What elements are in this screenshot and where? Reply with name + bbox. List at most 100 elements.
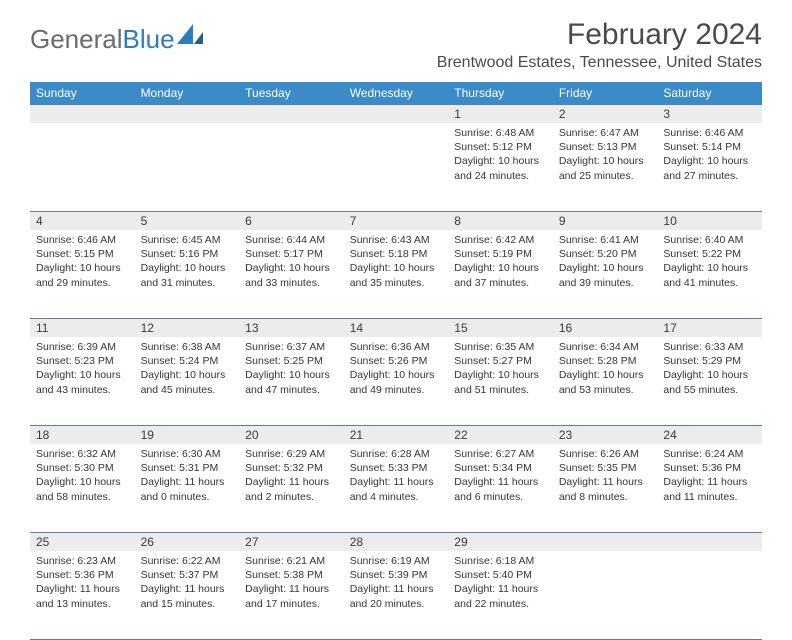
- daylight-text-line1: Daylight: 10 hours: [141, 261, 234, 275]
- calendar-week: 45678910Sunrise: 6:46 AMSunset: 5:15 PMD…: [30, 212, 762, 319]
- brand-text-gray: General: [30, 24, 123, 55]
- day-number: 15: [448, 319, 553, 337]
- day-number: .: [657, 533, 762, 551]
- day-cell: [30, 123, 135, 211]
- day-cell: Sunrise: 6:19 AMSunset: 5:39 PMDaylight:…: [344, 551, 449, 639]
- day-cell: [135, 123, 240, 211]
- day-number: 17: [657, 319, 762, 337]
- sunrise-text: Sunrise: 6:18 AM: [454, 554, 547, 568]
- daylight-text-line1: Daylight: 10 hours: [36, 261, 129, 275]
- day-number-row: 2526272829..: [30, 533, 762, 551]
- daylight-text-line1: Daylight: 11 hours: [245, 475, 338, 489]
- daylight-text-line2: and 0 minutes.: [141, 490, 234, 504]
- daylight-text-line2: and 39 minutes.: [559, 276, 652, 290]
- daylight-text-line2: and 29 minutes.: [36, 276, 129, 290]
- day-number: 1: [448, 105, 553, 123]
- daylight-text-line1: Daylight: 10 hours: [663, 154, 756, 168]
- sunrise-text: Sunrise: 6:35 AM: [454, 340, 547, 354]
- daylight-text-line1: Daylight: 10 hours: [454, 154, 547, 168]
- sunrise-text: Sunrise: 6:40 AM: [663, 233, 756, 247]
- page-header: GeneralBlue February 2024 Brentwood Esta…: [30, 18, 762, 72]
- sunrise-text: Sunrise: 6:44 AM: [245, 233, 338, 247]
- sunrise-text: Sunrise: 6:21 AM: [245, 554, 338, 568]
- day-info-row: Sunrise: 6:48 AMSunset: 5:12 PMDaylight:…: [30, 123, 762, 211]
- daylight-text-line2: and 25 minutes.: [559, 169, 652, 183]
- day-number: 7: [344, 212, 449, 230]
- daylight-text-line1: Daylight: 10 hours: [350, 368, 443, 382]
- daylight-text-line1: Daylight: 10 hours: [663, 368, 756, 382]
- daylight-text-line2: and 15 minutes.: [141, 597, 234, 611]
- sunrise-text: Sunrise: 6:26 AM: [559, 447, 652, 461]
- day-number: 29: [448, 533, 553, 551]
- day-cell: [657, 551, 762, 639]
- sunrise-text: Sunrise: 6:37 AM: [245, 340, 338, 354]
- sunrise-text: Sunrise: 6:34 AM: [559, 340, 652, 354]
- day-cell: Sunrise: 6:36 AMSunset: 5:26 PMDaylight:…: [344, 337, 449, 425]
- day-cell: [344, 123, 449, 211]
- daylight-text-line1: Daylight: 11 hours: [141, 475, 234, 489]
- calendar-week: ....123Sunrise: 6:48 AMSunset: 5:12 PMDa…: [30, 105, 762, 212]
- day-cell: Sunrise: 6:35 AMSunset: 5:27 PMDaylight:…: [448, 337, 553, 425]
- calendar-week: 11121314151617Sunrise: 6:39 AMSunset: 5:…: [30, 319, 762, 426]
- day-number: 10: [657, 212, 762, 230]
- daylight-text-line1: Daylight: 10 hours: [454, 261, 547, 275]
- sunset-text: Sunset: 5:13 PM: [559, 140, 652, 154]
- daylight-text-line2: and 37 minutes.: [454, 276, 547, 290]
- sunrise-text: Sunrise: 6:33 AM: [663, 340, 756, 354]
- day-number: 25: [30, 533, 135, 551]
- daylight-text-line2: and 49 minutes.: [350, 383, 443, 397]
- day-cell: Sunrise: 6:46 AMSunset: 5:14 PMDaylight:…: [657, 123, 762, 211]
- sunset-text: Sunset: 5:38 PM: [245, 568, 338, 582]
- calendar-body: ....123Sunrise: 6:48 AMSunset: 5:12 PMDa…: [30, 104, 762, 640]
- day-cell: Sunrise: 6:48 AMSunset: 5:12 PMDaylight:…: [448, 123, 553, 211]
- daylight-text-line1: Daylight: 10 hours: [559, 368, 652, 382]
- daylight-text-line1: Daylight: 10 hours: [36, 475, 129, 489]
- sunrise-text: Sunrise: 6:46 AM: [36, 233, 129, 247]
- day-info-row: Sunrise: 6:39 AMSunset: 5:23 PMDaylight:…: [30, 337, 762, 425]
- weekday-header: Friday: [553, 82, 658, 104]
- day-number: 21: [344, 426, 449, 444]
- day-number: 14: [344, 319, 449, 337]
- sunset-text: Sunset: 5:14 PM: [663, 140, 756, 154]
- day-number: 16: [553, 319, 658, 337]
- month-title: February 2024: [437, 18, 762, 52]
- day-number: 5: [135, 212, 240, 230]
- day-cell: Sunrise: 6:40 AMSunset: 5:22 PMDaylight:…: [657, 230, 762, 318]
- day-number: 20: [239, 426, 344, 444]
- day-cell: Sunrise: 6:28 AMSunset: 5:33 PMDaylight:…: [344, 444, 449, 532]
- day-number: .: [344, 105, 449, 123]
- daylight-text-line2: and 41 minutes.: [663, 276, 756, 290]
- daylight-text-line2: and 22 minutes.: [454, 597, 547, 611]
- sunrise-text: Sunrise: 6:29 AM: [245, 447, 338, 461]
- sunrise-text: Sunrise: 6:38 AM: [141, 340, 234, 354]
- day-info-row: Sunrise: 6:32 AMSunset: 5:30 PMDaylight:…: [30, 444, 762, 532]
- daylight-text-line1: Daylight: 10 hours: [454, 368, 547, 382]
- day-number: 19: [135, 426, 240, 444]
- day-number: 23: [553, 426, 658, 444]
- weekday-header: Tuesday: [239, 82, 344, 104]
- weekday-header: Monday: [135, 82, 240, 104]
- sunrise-text: Sunrise: 6:32 AM: [36, 447, 129, 461]
- sunset-text: Sunset: 5:39 PM: [350, 568, 443, 582]
- day-number: 8: [448, 212, 553, 230]
- day-cell: [553, 551, 658, 639]
- daylight-text-line2: and 33 minutes.: [245, 276, 338, 290]
- daylight-text-line1: Daylight: 11 hours: [663, 475, 756, 489]
- daylight-text-line2: and 2 minutes.: [245, 490, 338, 504]
- day-number: 24: [657, 426, 762, 444]
- sunset-text: Sunset: 5:16 PM: [141, 247, 234, 261]
- day-number: 2: [553, 105, 658, 123]
- brand-logo: GeneralBlue: [30, 18, 203, 55]
- day-number: 28: [344, 533, 449, 551]
- daylight-text-line1: Daylight: 10 hours: [559, 154, 652, 168]
- sunrise-text: Sunrise: 6:39 AM: [36, 340, 129, 354]
- sunset-text: Sunset: 5:32 PM: [245, 461, 338, 475]
- sail-icon: [177, 24, 203, 44]
- daylight-text-line1: Daylight: 11 hours: [141, 582, 234, 596]
- sunrise-text: Sunrise: 6:19 AM: [350, 554, 443, 568]
- day-number-row: ....123: [30, 105, 762, 123]
- daylight-text-line2: and 53 minutes.: [559, 383, 652, 397]
- day-number-row: 18192021222324: [30, 426, 762, 444]
- daylight-text-line2: and 11 minutes.: [663, 490, 756, 504]
- day-number: 6: [239, 212, 344, 230]
